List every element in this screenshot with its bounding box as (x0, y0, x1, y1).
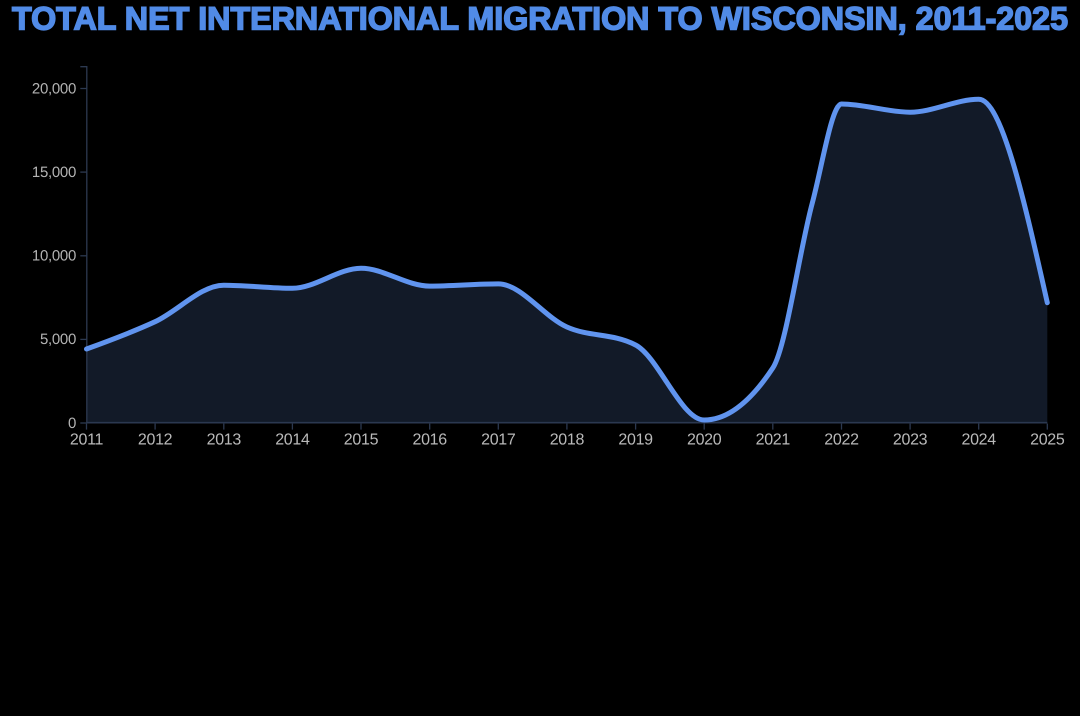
svg-text:2011: 2011 (70, 432, 104, 449)
svg-text:2018: 2018 (550, 432, 585, 449)
svg-text:2013: 2013 (207, 432, 242, 449)
svg-text:2015: 2015 (344, 432, 379, 449)
svg-text:2022: 2022 (824, 432, 859, 449)
svg-text:20,000: 20,000 (32, 80, 76, 97)
svg-text:0: 0 (68, 415, 76, 432)
svg-text:2014: 2014 (275, 432, 310, 449)
svg-text:5,000: 5,000 (40, 331, 76, 348)
svg-text:2017: 2017 (481, 432, 516, 449)
svg-text:2019: 2019 (618, 432, 653, 449)
svg-text:TOTAL NET INTERNATIONAL MIGRAT: TOTAL NET INTERNATIONAL MIGRATION TO WIS… (12, 0, 1068, 36)
svg-text:2016: 2016 (412, 432, 447, 449)
svg-text:2023: 2023 (893, 432, 928, 449)
svg-text:2025: 2025 (1030, 432, 1065, 449)
svg-text:2024: 2024 (961, 432, 996, 449)
svg-text:2012: 2012 (138, 432, 173, 449)
svg-text:15,000: 15,000 (32, 164, 76, 181)
svg-text:2021: 2021 (756, 432, 791, 449)
svg-text:2020: 2020 (687, 432, 722, 449)
svg-text:10,000: 10,000 (32, 248, 76, 265)
